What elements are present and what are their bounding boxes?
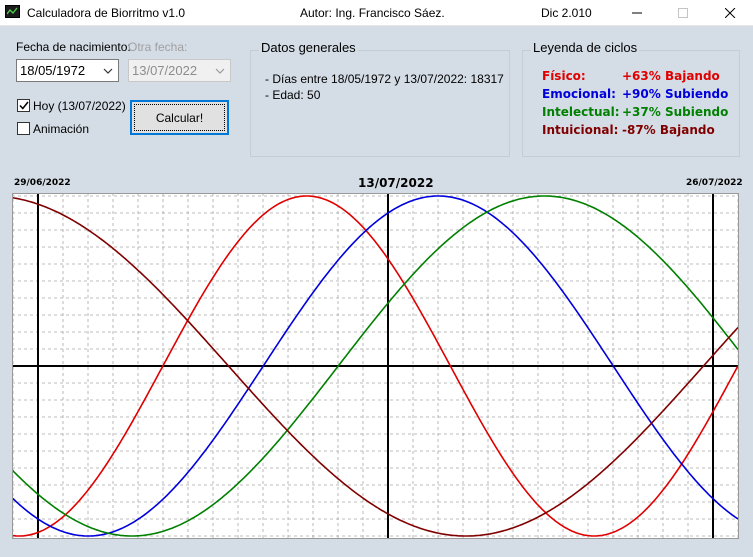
chart-today-date: 13/07/2022: [358, 176, 434, 190]
minimize-icon: [632, 12, 642, 14]
other-date-value: 13/07/2022: [132, 63, 198, 78]
chevron-down-icon: [215, 68, 225, 74]
chevron-down-icon: [103, 68, 113, 74]
app-chart-icon: [5, 5, 20, 18]
general-data-title: Datos generales: [259, 40, 358, 55]
other-date-picker: 13/07/2022: [128, 59, 231, 82]
legend-intellectual-name: Intelectual:: [542, 105, 620, 119]
series-line-intuicional: [12, 196, 739, 537]
legend-physical-value: +63% Bajando: [622, 69, 720, 83]
series-line-emocional: [12, 195, 739, 537]
birth-date-picker[interactable]: 18/05/1972: [16, 59, 119, 82]
version-text: Dic 2.010: [541, 6, 592, 20]
legend-physical-name: Físico:: [542, 69, 586, 83]
calculate-button-label: Calcular!: [155, 110, 204, 125]
chart-end-date: 26/07/2022: [686, 178, 743, 188]
legend-title: Leyenda de ciclos: [531, 40, 640, 55]
calculate-button[interactable]: Calcular!: [130, 100, 229, 135]
author-text: Autor: Ing. Francisco Sáez.: [300, 6, 445, 20]
minimize-button[interactable]: [614, 0, 660, 26]
focus-rectangle: [134, 104, 225, 131]
other-date-label: Otra fecha:: [128, 40, 188, 54]
legend-intuitive-value: -87% Bajando: [622, 123, 715, 137]
birth-date-label: Fecha de nacimiento:: [16, 40, 131, 54]
general-data-group: [250, 50, 510, 157]
legend-intellectual-value: +37% Subiendo: [622, 105, 729, 119]
animation-checkbox-label[interactable]: Animación: [33, 122, 90, 136]
close-icon: [725, 8, 736, 18]
maximize-button: [660, 0, 706, 26]
maximize-icon: [678, 8, 688, 18]
legend-emotional-name: Emocional:: [542, 87, 616, 101]
animation-checkbox[interactable]: [17, 122, 30, 135]
biorhythm-chart: [12, 193, 739, 539]
legend-group: [522, 50, 740, 157]
legend-emotional-value: +90% Subiendo: [622, 87, 729, 101]
window-title: Calculadora de Biorritmo v1.0: [27, 6, 186, 20]
age-text: - Edad: 50: [265, 88, 321, 102]
checkmark-icon: [19, 101, 29, 110]
chart-start-date: 29/06/2022: [14, 178, 71, 188]
series-line-físico: [12, 195, 739, 537]
legend-intuitive-name: Intuicional:: [542, 123, 619, 137]
days-between-text: - Días entre 18/05/1972 y 13/07/2022: 18…: [265, 72, 504, 86]
close-button[interactable]: [707, 0, 753, 26]
series-line-intelectual: [12, 195, 739, 537]
today-checkbox-label[interactable]: Hoy (13/07/2022): [33, 99, 126, 113]
title-bar: Calculadora de Biorritmo v1.0 Autor: Ing…: [0, 0, 753, 26]
birth-date-value: 18/05/1972: [20, 63, 86, 78]
today-checkbox[interactable]: [17, 99, 30, 112]
chart-border: [12, 193, 739, 539]
